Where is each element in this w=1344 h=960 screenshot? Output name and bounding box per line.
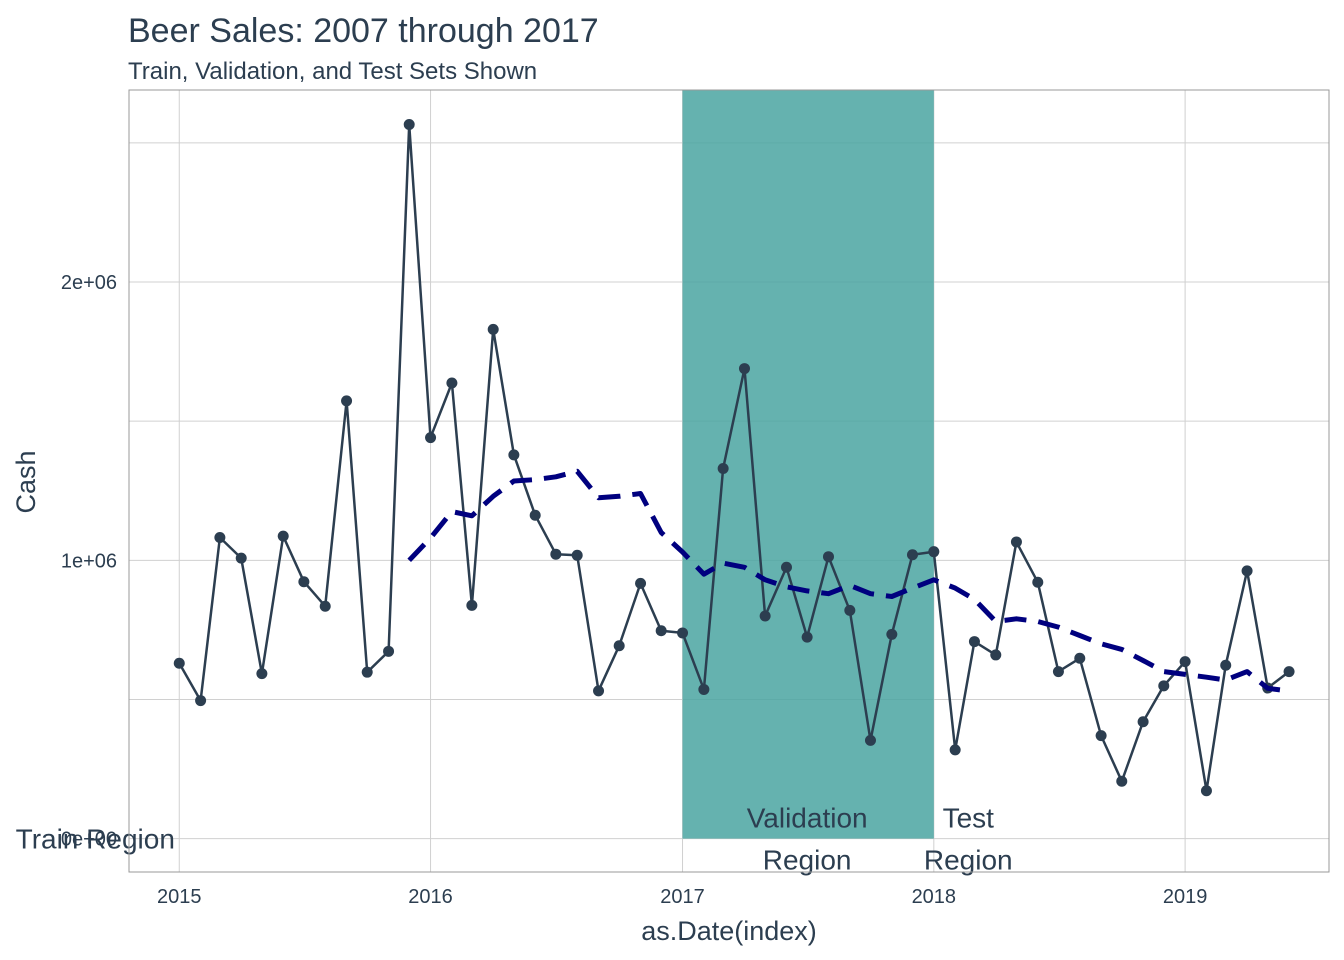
data-point <box>1220 659 1232 671</box>
region-annotation: Region <box>763 844 852 875</box>
data-point <box>1241 565 1253 577</box>
annotation-layer: Train Region Validation Region Test Region <box>16 803 1013 876</box>
data-point <box>383 645 395 657</box>
data-point <box>801 631 813 643</box>
data-point <box>677 627 689 639</box>
data-point <box>1032 576 1044 588</box>
data-point <box>173 657 185 669</box>
data-point <box>1116 775 1128 787</box>
data-point <box>487 323 499 335</box>
region-annotation: Train Region <box>16 824 175 855</box>
data-point <box>214 531 226 543</box>
y-tick-label: 0e+00 <box>61 829 117 851</box>
data-point <box>466 599 478 611</box>
x-tick-label: 2019 <box>1163 886 1208 908</box>
data-point <box>1137 716 1149 728</box>
data-point <box>759 610 771 622</box>
data-point <box>1010 536 1022 548</box>
data-point <box>822 551 834 563</box>
data-point <box>1158 680 1170 692</box>
data-point <box>425 432 437 444</box>
series-line <box>178 123 1290 792</box>
region-annotation: Test <box>943 803 995 834</box>
data-point <box>906 549 918 561</box>
data-point <box>780 561 792 573</box>
data-point <box>403 119 415 131</box>
data-point <box>319 600 331 612</box>
y-axis-label: Cash <box>11 450 41 513</box>
trend-line <box>407 468 1290 694</box>
data-point <box>508 449 520 461</box>
data-point <box>571 549 583 561</box>
data-point <box>361 666 373 678</box>
y-tick-label: 2e+06 <box>61 272 117 294</box>
data-point <box>1052 666 1064 678</box>
data-point <box>990 649 1002 661</box>
series-layer <box>173 119 1295 797</box>
data-point <box>298 576 310 588</box>
x-axis-label: as.Date(index) <box>641 916 817 946</box>
data-point <box>195 695 207 707</box>
data-point <box>655 625 667 637</box>
data-point <box>1074 652 1086 664</box>
axis-layer: 0e+00 1e+06 2e+06 2015 2016 2017 2018 2019 <box>61 272 1208 908</box>
data-point <box>1283 666 1295 678</box>
x-tick-label: 2018 <box>912 886 957 908</box>
data-point <box>698 683 710 695</box>
data-point <box>717 462 729 474</box>
data-point <box>1095 730 1107 742</box>
chart-subtitle: Train, Validation, and Test Sets Shown <box>128 58 538 85</box>
data-point <box>886 628 898 640</box>
data-point <box>550 548 562 560</box>
data-point <box>928 546 940 558</box>
data-point <box>277 530 289 542</box>
data-point <box>446 377 458 389</box>
chart-title: Beer Sales: 2007 through 2017 <box>128 12 599 50</box>
y-tick-label: 1e+06 <box>61 550 117 572</box>
data-point <box>593 685 605 697</box>
data-point <box>635 577 647 589</box>
data-point <box>1200 785 1212 797</box>
data-point <box>1179 656 1191 668</box>
data-point <box>844 604 856 616</box>
data-point <box>738 363 750 375</box>
data-point <box>341 395 353 407</box>
region-annotation: Validation <box>747 803 868 834</box>
region-annotation: Region <box>924 844 1013 875</box>
data-point <box>529 509 541 521</box>
data-point <box>256 668 268 680</box>
x-tick-label: 2015 <box>157 886 202 908</box>
data-point <box>613 640 625 652</box>
data-point <box>235 552 247 564</box>
x-tick-label: 2017 <box>660 886 705 908</box>
x-tick-label: 2016 <box>408 886 453 908</box>
data-point <box>864 734 876 746</box>
data-point <box>968 636 980 648</box>
data-point <box>949 744 961 756</box>
panel-border <box>128 89 1330 873</box>
